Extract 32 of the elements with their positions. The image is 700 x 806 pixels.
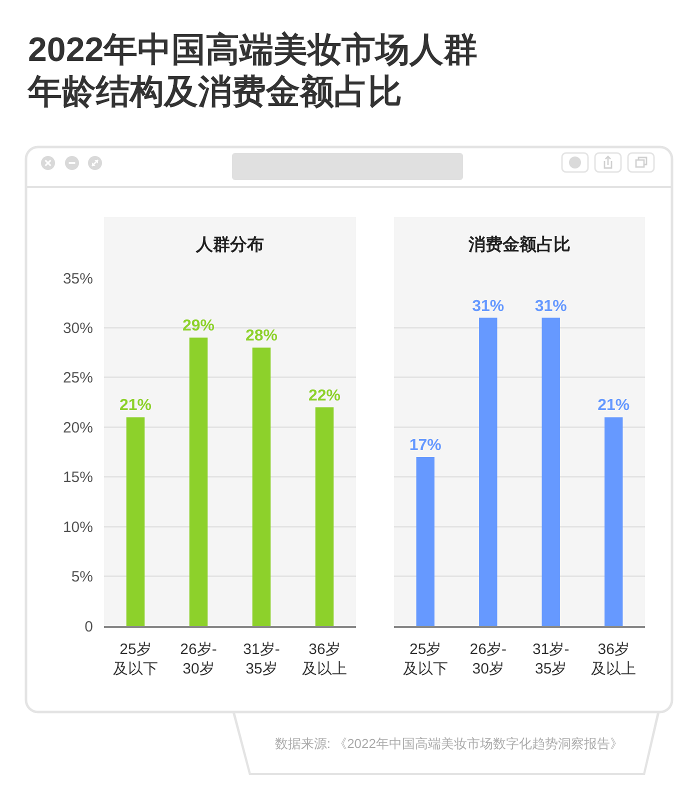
- source-note: 数据来源: 《2022年中国高端美妆市场数字化趋势洞察报告》: [274, 735, 623, 753]
- data-label: 29%: [182, 318, 215, 335]
- x-tick-label: 31岁-35岁: [243, 641, 280, 678]
- bar: [126, 417, 145, 626]
- y-tick-label: 30%: [62, 320, 93, 337]
- y-tick-label: 5%: [71, 568, 93, 586]
- y-tick-label: 15%: [62, 469, 93, 486]
- chart-title: 消费金额占比: [468, 234, 570, 254]
- y-tick-label: 0: [84, 618, 93, 636]
- x-tick-label: 36岁及以上: [591, 641, 636, 678]
- data-label: 22%: [308, 387, 341, 404]
- data-label: 31%: [534, 298, 567, 315]
- data-label: 17%: [409, 436, 442, 454]
- x-tick-label: 25岁及以下: [402, 641, 448, 678]
- data-label: 28%: [245, 328, 278, 345]
- x-tick-label: 25岁及以下: [113, 641, 158, 678]
- bar: [315, 407, 334, 626]
- data-label: 21%: [598, 397, 630, 414]
- y-tick-label: 25%: [62, 370, 93, 387]
- bar: [252, 348, 271, 626]
- bar: [189, 338, 208, 626]
- y-tick-label: 10%: [62, 518, 93, 536]
- y-tick-label: 20%: [62, 419, 93, 436]
- y-tick-label: 35%: [62, 270, 93, 288]
- data-label: 31%: [472, 298, 504, 315]
- x-tick-label: 36岁及以上: [302, 641, 347, 678]
- chart-title: 人群分布: [195, 234, 264, 254]
- data-label: 21%: [119, 397, 152, 414]
- x-tick-label: 26岁-30岁: [470, 641, 506, 678]
- text: 2022年中国高端美妆市场人群年龄结构及消费金额占比: [28, 30, 479, 113]
- x-tick-label: 26岁-30岁: [180, 641, 217, 678]
- x-tick-label: 31岁-35岁: [532, 641, 570, 678]
